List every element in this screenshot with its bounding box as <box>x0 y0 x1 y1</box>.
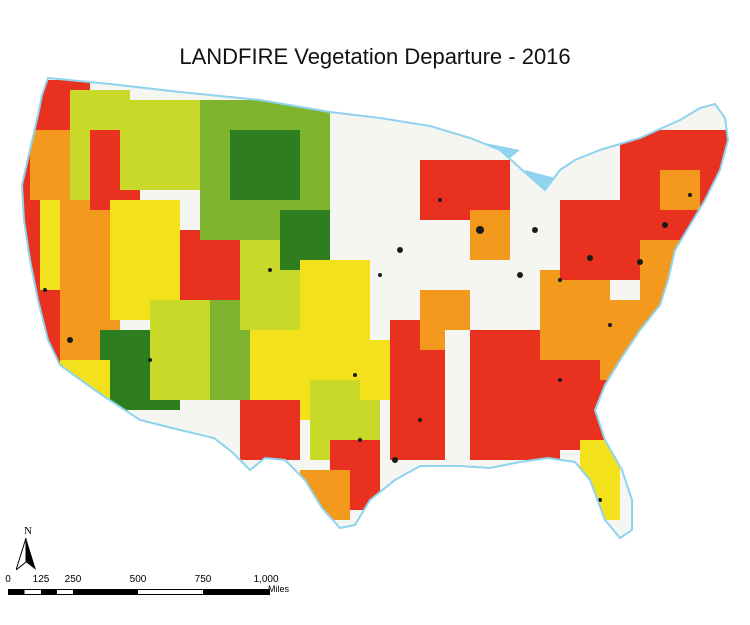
us-outline <box>20 76 730 540</box>
scale-tick-250: 250 <box>64 574 82 585</box>
urban-areas <box>43 193 692 502</box>
scale-tick-750: 750 <box>194 574 212 585</box>
scale-tick-500: 500 <box>129 574 147 585</box>
scale-bar-group: 0 125 250 500 750 1,000 Miles <box>0 574 750 614</box>
scale-bar <box>8 589 270 595</box>
vegetation-mosaic <box>22 78 728 538</box>
map-title: LANDFIRE Vegetation Departure - 2016 <box>179 44 571 69</box>
scale-tick-125: 125 <box>32 574 50 585</box>
north-label: N <box>24 525 32 537</box>
north-arrow-icon <box>16 538 36 570</box>
scale-tick-1000: 1,000 <box>253 574 279 585</box>
scale-tick-0: 0 <box>5 574 11 585</box>
scale-units: Miles <box>268 584 290 594</box>
